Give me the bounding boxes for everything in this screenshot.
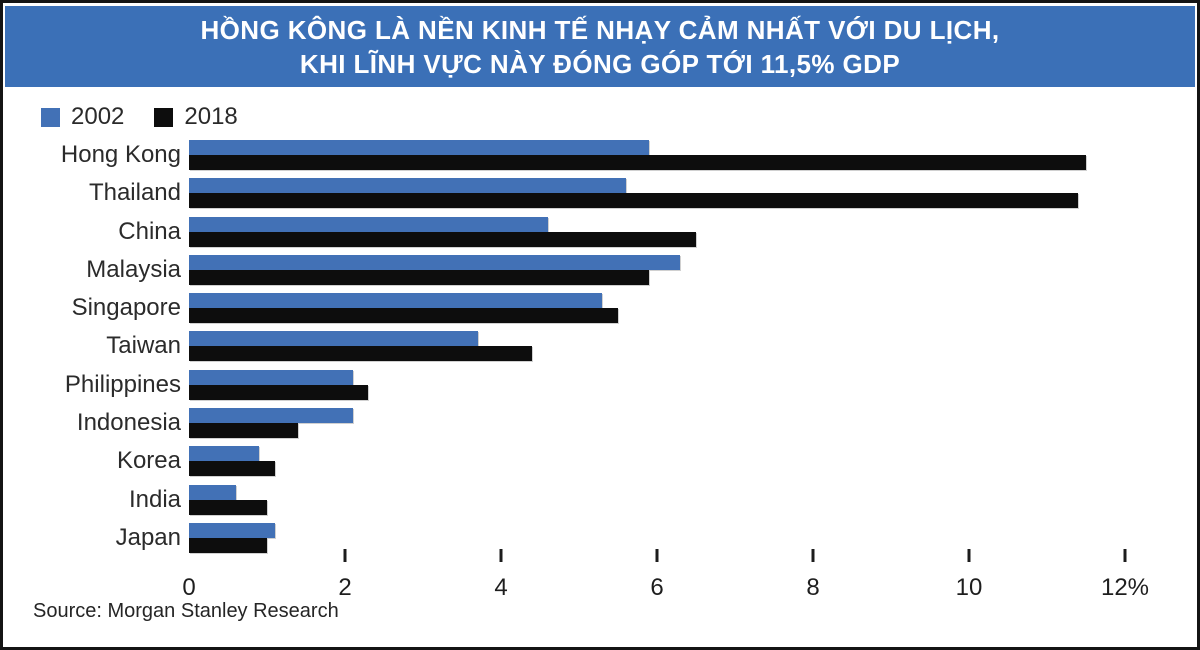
tick-mark-8	[811, 549, 815, 562]
bar-group-india	[189, 484, 1197, 522]
bar-2002-china	[189, 216, 548, 232]
chart-row-india: India	[3, 484, 1197, 522]
category-label-china: China	[118, 217, 181, 245]
title-line-2: KHI LĨNH VỰC NÀY ĐÓNG GÓP TỚI 11,5% GDP	[299, 48, 901, 79]
bar-2018-hong-kong	[189, 155, 1086, 170]
tick-label-4: 4	[494, 574, 508, 601]
chart-row-philippines: Philippines	[3, 369, 1197, 407]
bar-2002-malaysia	[189, 254, 681, 270]
legend-swatch-2018	[154, 107, 174, 127]
tick-label-10: 10	[955, 574, 983, 601]
bar-2018-philippines	[189, 384, 369, 400]
bar-2018-singapore	[189, 308, 618, 324]
tick-label-0: 0	[182, 574, 196, 601]
bar-group-japan	[189, 522, 1197, 560]
bar-2002-japan	[189, 522, 275, 538]
tick-label-6: 6	[650, 574, 664, 601]
bar-group-taiwan	[189, 330, 1197, 368]
bar-2018-malaysia	[189, 269, 650, 285]
legend-item-2018: 2018	[154, 103, 238, 131]
chart-row-japan: Japan	[3, 522, 1197, 560]
bar-2018-thailand	[189, 193, 1079, 209]
category-label-indonesia: Indonesia	[76, 409, 181, 437]
tick-label-2: 2	[338, 574, 352, 601]
bar-2002-korea	[189, 446, 260, 462]
category-label-malaysia: Malaysia	[86, 255, 181, 283]
chart-row-indonesia: Indonesia	[3, 407, 1197, 445]
legend: 2002 2018	[41, 103, 238, 131]
bar-group-korea	[189, 445, 1197, 483]
category-label-taiwan: Taiwan	[106, 332, 181, 360]
legend-item-2002: 2002	[41, 103, 124, 131]
bar-2018-china	[189, 231, 696, 247]
bar-2018-taiwan	[189, 346, 533, 362]
category-label-philippines: Philippines	[64, 370, 181, 398]
chart-row-malaysia: Malaysia	[3, 254, 1197, 292]
bar-group-thailand	[189, 177, 1197, 215]
bar-2002-taiwan	[189, 331, 478, 347]
category-label-japan: Japan	[115, 523, 181, 551]
tick-label-12: 12%	[1100, 574, 1150, 601]
chart-row-singapore: Singapore	[3, 292, 1197, 330]
bar-2018-indonesia	[189, 423, 299, 439]
x-axis: 0 2 4 6 8 10 12%	[182, 546, 1150, 606]
category-label-hong-kong: Hong Kong	[60, 141, 181, 168]
bar-2018-japan	[189, 537, 267, 553]
legend-swatch-2002	[41, 107, 60, 127]
source-note: Source: Morgan Stanley Research	[33, 600, 339, 622]
bar-2002-singapore	[189, 293, 603, 309]
bar-2002-hong-kong	[189, 140, 650, 155]
bar-2002-thailand	[189, 178, 626, 194]
chart-row-taiwan: Taiwan	[3, 330, 1197, 368]
tick-mark-12	[1123, 549, 1127, 562]
bar-group-hong-kong	[189, 139, 1197, 177]
chart-row-korea: Korea	[3, 445, 1197, 483]
bar-rows: Hong Kong Thailand China Malaysia Singapore T…	[3, 139, 1197, 560]
chart-row-thailand: Thailand	[3, 177, 1197, 215]
bar-2002-indonesia	[189, 408, 353, 424]
bar-group-malaysia	[189, 254, 1197, 292]
legend-label-2002: 2002	[71, 103, 125, 130]
title-line-1: HỒNG KÔNG LÀ NỀN KINH TẾ NHẠY CẢM NHẤT V…	[200, 14, 1000, 45]
bar-2002-philippines	[189, 369, 353, 385]
bar-2002-india	[189, 484, 236, 500]
chart-row-hong-kong: Hong Kong	[3, 139, 1197, 177]
bar-group-philippines	[189, 369, 1197, 407]
category-label-singapore: Singapore	[71, 294, 181, 322]
bar-group-china	[189, 216, 1197, 254]
title-banner: HỒNG KÔNG LÀ NỀN KINH TẾ NHẠY CẢM NHẤT V…	[5, 6, 1195, 87]
bar-group-singapore	[189, 292, 1197, 330]
tick-mark-2	[343, 549, 347, 562]
category-label-thailand: Thailand	[88, 179, 181, 207]
legend-label-2018: 2018	[184, 103, 238, 130]
tick-label-8: 8	[806, 574, 820, 601]
bar-group-indonesia	[189, 407, 1197, 445]
tick-mark-4	[499, 549, 503, 562]
tick-mark-6	[655, 549, 659, 562]
category-label-india: India	[128, 485, 181, 513]
bar-2018-india	[189, 499, 267, 515]
bar-2018-korea	[189, 461, 275, 477]
tick-mark-10	[967, 549, 971, 562]
category-label-korea: Korea	[116, 447, 181, 475]
chart-row-china: China	[3, 216, 1197, 254]
